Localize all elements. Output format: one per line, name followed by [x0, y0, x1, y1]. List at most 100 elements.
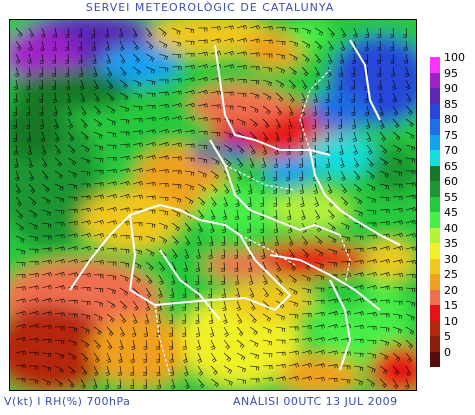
wind-barb — [93, 182, 104, 187]
wind-barb — [132, 105, 143, 111]
legend-item: 45 — [430, 206, 474, 228]
wind-barb — [196, 248, 201, 259]
legend-item: 100 — [430, 51, 474, 73]
wind-barb — [338, 92, 343, 103]
wind-barb — [298, 157, 303, 168]
wind-barb — [405, 105, 413, 116]
wind-barb — [338, 79, 343, 90]
map-title: SERVEI METEOROLÒGIC DE CATALUNYA — [85, 1, 335, 14]
wind-barb — [223, 50, 234, 56]
wind-barb — [197, 64, 208, 69]
wind-barb — [64, 40, 69, 51]
wind-barb — [67, 326, 78, 332]
wind-barb — [15, 337, 26, 342]
wind-barb — [40, 40, 45, 51]
wind-barb — [221, 287, 226, 298]
wind-barb — [314, 79, 319, 90]
wind-barb — [288, 105, 294, 116]
wind-barb — [405, 365, 411, 376]
wind-barb — [41, 298, 52, 303]
wind-barb — [353, 247, 364, 252]
wind-barb — [145, 248, 155, 257]
wind-barb — [13, 92, 18, 103]
wind-barb — [184, 170, 195, 176]
wind-barb — [234, 209, 239, 220]
wind-barb — [288, 27, 299, 33]
wind-barb — [286, 144, 291, 155]
wind-barb — [340, 378, 351, 384]
legend-item: 80 — [430, 113, 474, 135]
wind-barb — [379, 170, 389, 178]
wind-barb — [326, 79, 331, 90]
wind-barb — [80, 246, 91, 251]
wind-barb — [275, 118, 281, 129]
wind-barb — [15, 222, 24, 232]
wind-barb — [80, 232, 91, 238]
wind-barb — [171, 129, 182, 134]
wind-barb — [249, 52, 260, 57]
wind-barb — [366, 365, 376, 373]
legend-label: 95 — [444, 66, 458, 80]
wind-barb — [249, 157, 255, 168]
wind-barb — [301, 27, 311, 35]
wind-barb — [26, 66, 31, 77]
wind-barb — [236, 378, 247, 385]
wind-barb — [327, 323, 338, 329]
legend-swatch — [430, 351, 440, 367]
wind-barb — [260, 170, 266, 181]
wind-barb — [80, 170, 91, 176]
legend-swatch — [430, 212, 440, 228]
wind-barb — [273, 196, 278, 207]
wind-barb — [235, 287, 240, 298]
wind-barb — [366, 222, 377, 227]
wind-barb — [197, 39, 208, 44]
wind-barb — [288, 300, 299, 307]
wind-barb — [171, 170, 182, 175]
wind-barb — [65, 27, 70, 38]
wind-barb — [93, 131, 103, 139]
wind-barb — [288, 350, 299, 355]
wind-barb — [158, 66, 169, 72]
wind-barb — [249, 365, 260, 371]
wind-barb — [236, 105, 247, 112]
wind-barb — [223, 144, 233, 153]
wind-barb — [236, 352, 246, 361]
wind-barb — [210, 365, 218, 376]
wind-barb — [132, 27, 138, 38]
wind-barb — [54, 131, 60, 142]
wind-barb — [170, 287, 175, 298]
wind-barb — [25, 105, 30, 116]
wind-barb — [223, 339, 230, 350]
wind-barb — [314, 209, 321, 220]
wind-barb — [197, 157, 208, 164]
wind-barb — [392, 378, 399, 389]
legend-label: 85 — [444, 97, 458, 111]
wind-barb — [405, 170, 416, 175]
wind-barb — [351, 53, 356, 64]
wind-barb — [249, 326, 258, 336]
wind-barb — [326, 170, 332, 181]
wind-barb — [325, 131, 330, 142]
wind-barb — [38, 79, 43, 90]
wind-barb — [392, 220, 403, 225]
wind-barb — [262, 144, 268, 155]
wind-barb — [390, 66, 396, 77]
wind-barb — [405, 300, 416, 307]
wind-barb — [340, 170, 346, 181]
legend-item: 90 — [430, 82, 474, 104]
wind-barb — [325, 105, 330, 116]
wind-barb — [340, 310, 351, 316]
wind-barb — [405, 131, 415, 140]
wind-barb — [379, 105, 384, 116]
wind-barb — [106, 156, 117, 161]
legend-item: 55 — [430, 191, 474, 212]
wind-barb — [41, 222, 52, 228]
wind-barb — [171, 222, 180, 232]
wind-barb — [54, 234, 65, 239]
wind-barb — [210, 196, 217, 207]
wind-barb — [93, 287, 104, 293]
wind-barb — [194, 287, 199, 298]
legend-item: 95 — [430, 67, 474, 88]
wind-barb — [158, 209, 169, 216]
wind-barb — [262, 92, 272, 101]
